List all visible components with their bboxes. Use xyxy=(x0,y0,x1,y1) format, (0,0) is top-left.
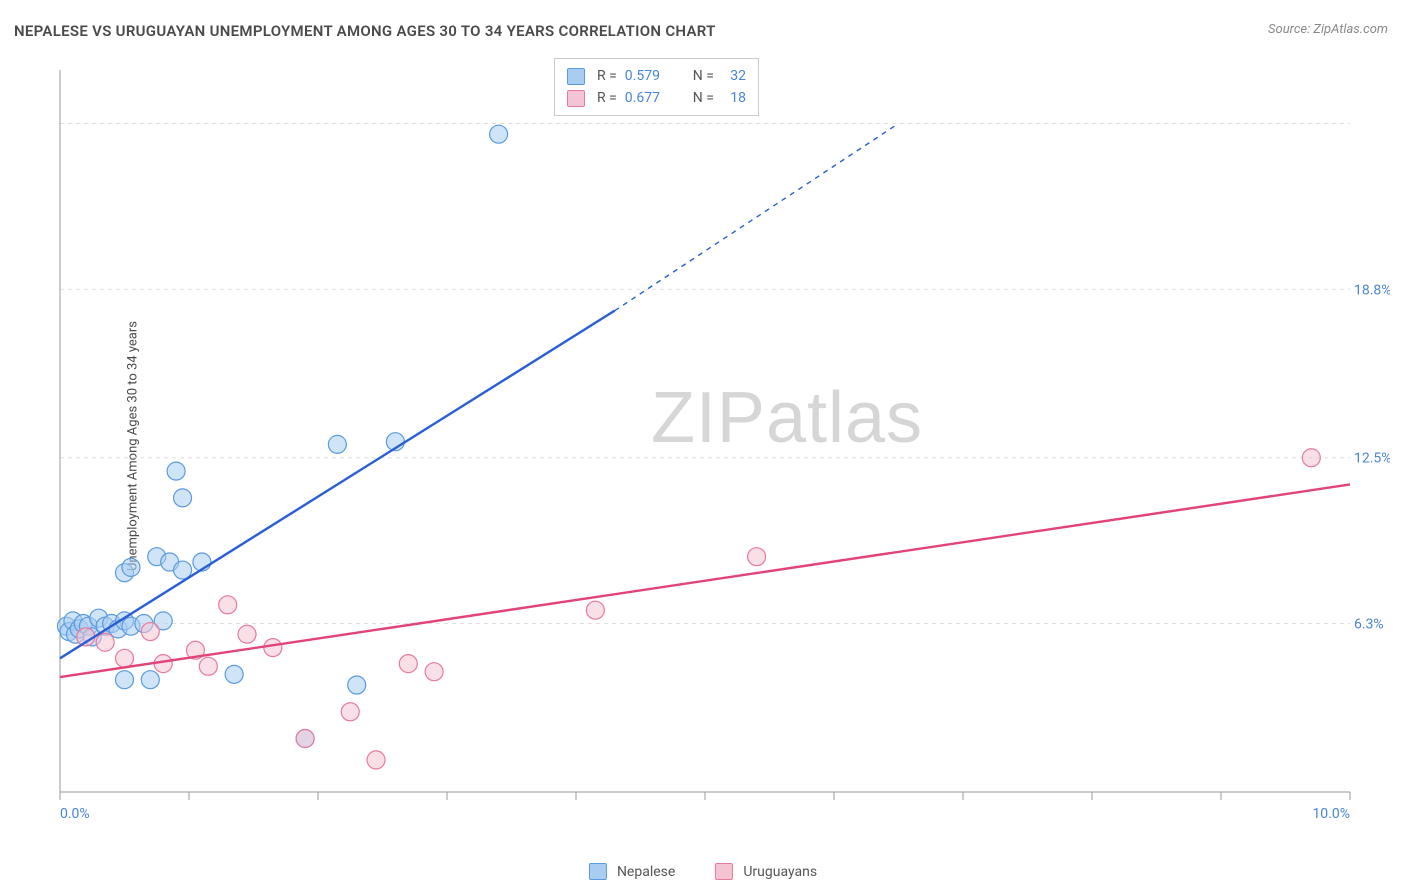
data-point xyxy=(199,657,217,675)
data-point xyxy=(296,730,314,748)
legend-series-label: Nepalese xyxy=(617,864,675,880)
data-point xyxy=(116,671,134,689)
legend-correlation-row: R = 0.677 N = 18 xyxy=(567,87,746,109)
y-tick-label: 12.5% xyxy=(1354,451,1390,467)
legend-r-value: 0.677 xyxy=(625,87,675,109)
regression-line-extrapolated xyxy=(615,123,899,310)
plot-svg: 6.3% 12.5% 18.8% 0.0% 10.0% xyxy=(50,50,1390,832)
legend-n-value: 32 xyxy=(722,65,746,87)
data-point xyxy=(586,601,604,619)
data-point xyxy=(116,649,134,667)
data-point xyxy=(141,671,159,689)
y-tick-label: 6.3% xyxy=(1354,617,1384,633)
data-point xyxy=(167,462,185,480)
legend-series-item: Nepalese xyxy=(589,863,675,880)
legend-n-value: 18 xyxy=(722,87,746,109)
data-point xyxy=(748,548,766,566)
data-point xyxy=(341,703,359,721)
chart-container: { "title": "NEPALESE VS URUGUAYAN UNEMPL… xyxy=(0,0,1406,892)
data-point xyxy=(425,663,443,681)
data-point xyxy=(399,655,417,673)
source-attribution: Source: ZipAtlas.com xyxy=(1268,22,1388,37)
data-point xyxy=(122,558,140,576)
legend-correlation-row: R = 0.579 N = 32 xyxy=(567,65,746,87)
legend-r-label: R = xyxy=(597,65,617,87)
data-point xyxy=(490,125,508,143)
data-point xyxy=(264,639,282,657)
data-point xyxy=(96,633,114,651)
legend-swatch xyxy=(567,90,585,107)
data-point xyxy=(141,623,159,641)
y-tick-label: 18.8% xyxy=(1354,282,1390,298)
chart-title: NEPALESE VS URUGUAYAN UNEMPLOYMENT AMONG… xyxy=(14,22,716,40)
plot-area: 6.3%12.5%18.8%0.0%10.0% ZIPatlas xyxy=(50,50,1390,832)
data-point xyxy=(1302,449,1320,467)
data-point xyxy=(328,435,346,453)
legend-correlation-box: R = 0.579 N = 32 R = 0.677 N = 18 xyxy=(554,58,759,116)
legend-n-label: N = xyxy=(693,65,714,87)
legend-swatch xyxy=(589,863,607,880)
regression-line xyxy=(60,484,1350,677)
x-tick-label: 10.0% xyxy=(1312,806,1350,822)
x-tick-label: 0.0% xyxy=(60,806,90,822)
legend-swatch xyxy=(715,863,733,880)
legend-n-label: N = xyxy=(693,87,714,109)
legend-swatch xyxy=(567,68,585,85)
data-point xyxy=(367,751,385,769)
data-point xyxy=(225,665,243,683)
data-point xyxy=(219,596,237,614)
legend-bottom: Nepalese Uruguayans xyxy=(589,863,817,880)
legend-r-label: R = xyxy=(597,87,617,109)
legend-series-label: Uruguayans xyxy=(743,864,817,880)
data-point xyxy=(174,489,192,507)
data-point xyxy=(238,625,256,643)
legend-r-value: 0.579 xyxy=(625,65,675,87)
data-point xyxy=(348,676,366,694)
legend-series-item: Uruguayans xyxy=(715,863,817,880)
